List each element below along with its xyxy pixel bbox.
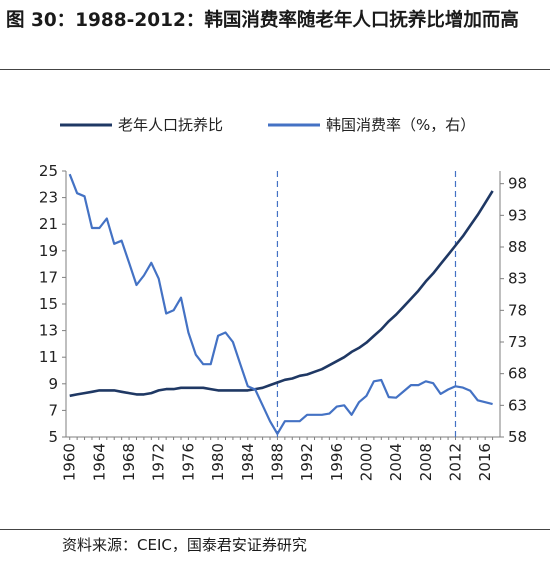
- legend-consumption-label: 韩国消费率（%，右）: [326, 116, 475, 134]
- y-left-tick-label: 15: [39, 295, 58, 313]
- x-tick-label: 2000: [357, 443, 375, 481]
- y-left-tick-label: 11: [39, 348, 58, 366]
- y-left-tick-label: 9: [48, 375, 58, 393]
- y-right-tick-label: 78: [508, 301, 527, 319]
- y-right-tick-label: 58: [508, 428, 527, 446]
- y-right-tick-label: 63: [508, 396, 527, 414]
- y-left-tick-label: 25: [39, 162, 58, 180]
- x-tick-label: 2012: [446, 443, 464, 481]
- y-right-tick-label: 73: [508, 333, 527, 351]
- x-tick-label: 1992: [298, 443, 316, 481]
- y-left-tick-label: 5: [48, 428, 58, 446]
- x-tick-label: 1976: [179, 443, 197, 481]
- y-right-tick-label: 68: [508, 365, 527, 383]
- x-tick-label: 1968: [120, 443, 138, 481]
- y-left-tick-label: 19: [39, 242, 58, 260]
- x-tick-label: 1972: [150, 443, 168, 481]
- y-right-tick-label: 83: [508, 270, 527, 288]
- y-right-tick-label: 88: [508, 238, 527, 256]
- x-tick-label: 2004: [387, 443, 405, 481]
- y-right-tick-label: 98: [508, 175, 527, 193]
- x-tick-label: 1988: [268, 443, 286, 481]
- chart-title: 图 30：1988-2012：韩国消费率随老年人口抚养比增加而高: [6, 10, 519, 31]
- y-right-tick-label: 93: [508, 206, 527, 224]
- x-tick-label: 1980: [209, 443, 227, 481]
- consumption-rate-line: [68, 173, 493, 435]
- legend-old-age-label: 老年人口抚养比: [118, 116, 223, 134]
- x-tick-label: 1960: [61, 443, 79, 481]
- x-tick-label: 1964: [90, 443, 108, 481]
- x-tick-label: 1984: [239, 443, 257, 481]
- source-note: 资料来源：CEIC，国泰君安证券研究: [62, 536, 307, 554]
- x-tick-label: 1996: [328, 443, 346, 481]
- y-left-tick-label: 23: [39, 189, 58, 207]
- x-tick-label: 2008: [417, 443, 435, 481]
- old-age-dependency-line: [69, 190, 494, 398]
- source-divider: [0, 529, 550, 530]
- x-tick-label: 2016: [476, 443, 494, 481]
- y-left-tick-label: 7: [48, 401, 58, 419]
- y-left-tick-label: 13: [39, 322, 58, 340]
- y-left-tick-label: 21: [39, 215, 58, 233]
- title-divider: [0, 69, 550, 70]
- y-left-tick-label: 17: [39, 268, 58, 286]
- legend: 老年人口抚养比 韩国消费率（%，右）: [60, 116, 475, 134]
- plot-area: 5 7 9 11 13 15 17 19 21 23 25 58 63 68 73 78 83 88 93 98 196…: [39, 162, 527, 481]
